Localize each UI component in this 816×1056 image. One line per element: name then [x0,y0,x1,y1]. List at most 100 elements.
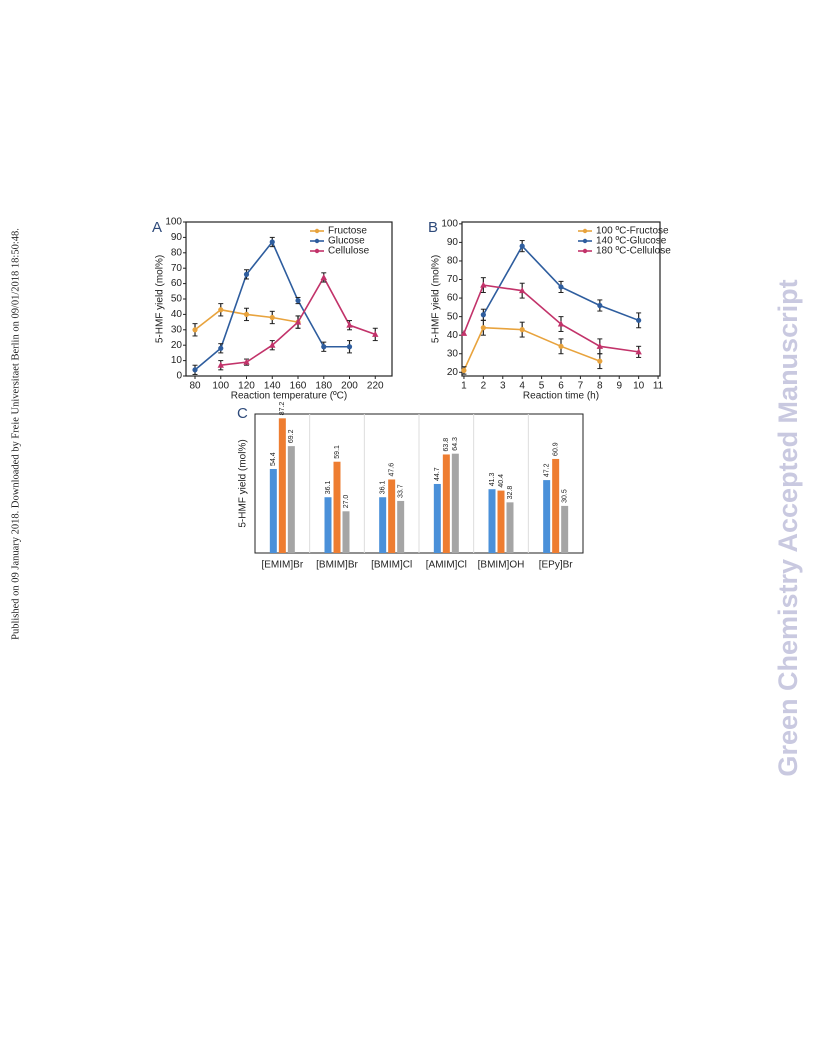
x-tick-label: 200 [341,381,358,392]
bar [497,490,505,553]
y-tick-label: 70 [171,263,183,274]
x-tick-label: [BMIM]OH [478,560,525,571]
watermark: Green Chemistry Accepted Manuscript [773,279,803,776]
series-line [463,284,639,353]
panel-label: C [237,405,248,422]
value-label: 60.9 [553,442,560,456]
marker [596,342,604,349]
y-tick-label: 60 [171,278,183,289]
y-axis-label: 5-HMF yield (mol%) [155,255,166,343]
marker [321,344,327,350]
y-axis-label: 5-HMF yield (mol%) [238,439,249,527]
y-tick-label: 20 [171,340,183,351]
bar [287,446,295,553]
value-label: 47.6 [389,463,396,477]
x-tick-label: 7 [578,381,584,392]
marker [480,281,487,288]
y-tick-label: 80 [171,247,183,258]
bar [324,497,332,553]
bar [543,480,551,553]
bar [379,497,387,553]
bar [269,468,277,553]
x-tick-label: 5 [539,381,545,392]
bar [397,500,405,553]
marker [519,327,525,333]
bar [388,479,396,553]
bar [506,502,514,553]
marker [558,343,564,349]
marker [372,330,379,337]
marker [518,287,526,294]
x-tick-label: 160 [290,381,307,392]
bar [278,418,286,553]
x-axis-label: Reaction time (h) [523,391,599,402]
legend-label: 140 ºC-Glucose [596,236,667,247]
x-tick-label: [BMIM]Br [316,560,358,571]
marker [597,358,603,364]
x-axis-label: Reaction temperature (ºC) [231,391,347,402]
value-label: 40.4 [498,474,505,488]
marker [295,297,301,304]
panel-label: A [152,219,162,236]
y-tick-label: 20 [447,367,459,378]
x-tick-label: 8 [597,381,603,392]
x-tick-label: 10 [633,381,645,392]
bar [342,511,350,553]
x-tick-label: 140 [264,381,281,392]
x-tick-label: 11 [653,381,664,392]
x-tick-label: [EPy]Br [539,560,574,571]
y-tick-label: 100 [165,217,182,228]
x-tick-label: 3 [500,381,506,392]
legend-label: Fructose [328,226,367,237]
x-tick-label: [EMIM]Br [261,560,303,571]
x-tick-label: 80 [189,381,201,392]
y-tick-label: 100 [441,218,458,229]
side-note: Published on 09 January 2018. Downloaded… [10,228,21,640]
marker [294,318,302,325]
marker [269,314,275,321]
value-label: 87.2 [279,402,286,416]
value-label: 54.4 [270,452,277,466]
x-tick-label: [AMIM]Cl [426,560,467,571]
y-tick-label: 50 [447,311,459,322]
value-label: 47.2 [544,463,551,477]
y-tick-label: 60 [447,293,459,304]
value-label: 69.2 [288,429,295,443]
x-tick-label: 9 [616,381,622,392]
legend-label: Cellulose [328,246,370,257]
value-label: 32.8 [507,486,514,500]
x-tick-label: 1 [461,381,467,392]
y-tick-label: 70 [447,274,459,285]
y-tick-label: 90 [171,232,183,243]
value-label: 59.1 [334,445,341,459]
legend-marker [582,248,588,254]
panel-label: B [428,219,438,236]
y-tick-label: 50 [171,294,183,305]
marker [519,243,525,249]
marker [243,358,250,365]
marker [460,329,468,336]
x-tick-label: 6 [558,381,564,392]
legend-marker [314,228,320,234]
legend-marker [314,238,320,244]
x-tick-label: 4 [519,381,525,392]
y-tick-label: 30 [447,348,459,359]
value-label: 36.1 [380,481,387,495]
marker [192,367,198,373]
legend-marker [582,238,588,244]
series-line [194,240,350,371]
y-tick-label: 40 [171,309,183,320]
marker [636,317,642,323]
marker [346,344,353,350]
bar [561,505,569,553]
value-label: 36.1 [325,481,332,495]
y-axis-label: 5-HMF yield (mol%) [431,255,442,343]
x-tick-label: 100 [212,381,229,392]
y-tick-label: 10 [171,355,183,366]
marker [269,239,275,245]
y-tick-label: 40 [447,330,459,341]
marker [480,312,486,318]
marker [217,361,224,368]
y-tick-label: 30 [171,324,183,335]
